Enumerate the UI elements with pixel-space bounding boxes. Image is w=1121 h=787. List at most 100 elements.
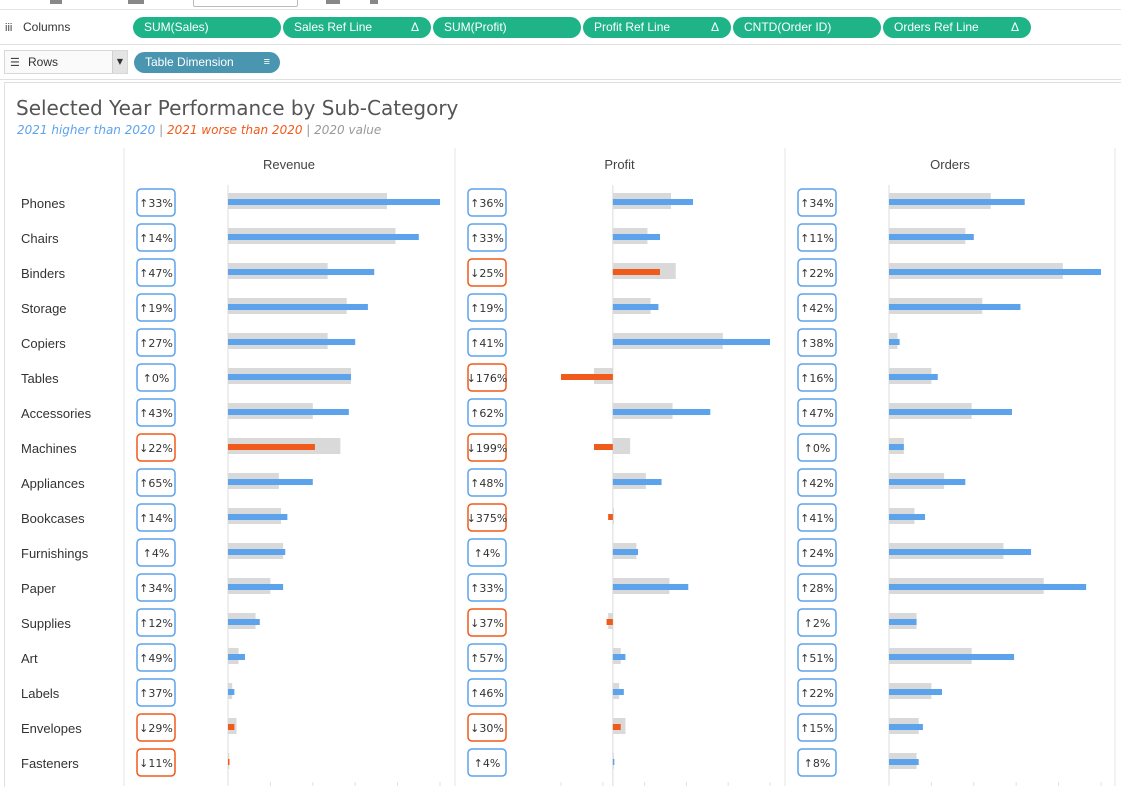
change-badge bbox=[467, 258, 507, 287]
rows-shelf-box[interactable]: ☰ Rows ▼ bbox=[4, 50, 128, 74]
change-badge bbox=[136, 328, 176, 357]
row-label: Accessories bbox=[21, 406, 92, 421]
subtitle-prior: 2020 value bbox=[314, 123, 382, 137]
change-label: ↑4% bbox=[474, 757, 501, 770]
change-label: ↑28% bbox=[800, 582, 834, 595]
sort-icon[interactable]: ≡ bbox=[263, 56, 270, 68]
change-label: ↓11% bbox=[139, 757, 173, 770]
change-label: ↑4% bbox=[143, 547, 170, 560]
subtitle-sep-1: | bbox=[155, 123, 167, 137]
pill-orders-ref-line[interactable]: Orders Ref Line Δ bbox=[883, 17, 1031, 38]
change-label: ↑22% bbox=[800, 687, 834, 700]
change-label: ↑33% bbox=[470, 232, 504, 245]
change-label: ↓37% bbox=[470, 617, 504, 630]
change-badge bbox=[797, 468, 837, 497]
change-label: ↑48% bbox=[470, 477, 504, 490]
change-badge bbox=[467, 433, 507, 462]
pill-table-dimension[interactable]: Table Dimension ≡ bbox=[134, 52, 280, 73]
current-bar bbox=[228, 374, 351, 380]
toolbar-icon-b[interactable] bbox=[128, 0, 144, 4]
change-label: ↑42% bbox=[800, 302, 834, 315]
row-label: Phones bbox=[21, 196, 66, 211]
change-badge bbox=[797, 293, 837, 322]
chevron-down-icon[interactable]: ▼ bbox=[112, 51, 127, 73]
current-bar bbox=[889, 549, 1032, 555]
subtitle-higher: 2021 higher than 2020 bbox=[17, 123, 156, 137]
pill-profit-ref-line[interactable]: Profit Ref Line Δ bbox=[583, 17, 731, 38]
panel-header: Orders bbox=[930, 157, 970, 172]
row-label: Binders bbox=[21, 266, 66, 281]
current-bar bbox=[889, 619, 917, 625]
rows-shelf-label: ☰ Rows bbox=[10, 51, 58, 73]
change-badge bbox=[467, 748, 507, 777]
columns-shelf-label: iii Columns bbox=[5, 16, 70, 38]
pill-sum-profit[interactable]: SUM(Profit) bbox=[433, 17, 581, 38]
toolbar-dropdown[interactable] bbox=[193, 0, 298, 7]
current-bar bbox=[228, 339, 356, 345]
change-label: ↓22% bbox=[139, 442, 173, 455]
current-bar bbox=[228, 724, 235, 730]
current-bar bbox=[612, 304, 659, 310]
row-label: Art bbox=[21, 651, 38, 666]
change-label: ↓176% bbox=[467, 372, 508, 385]
change-label: ↑2% bbox=[804, 617, 831, 630]
current-bar bbox=[889, 374, 938, 380]
current-bar bbox=[612, 339, 770, 345]
change-label: ↑65% bbox=[139, 477, 173, 490]
change-badge bbox=[467, 468, 507, 497]
pill-sum-sales[interactable]: SUM(Sales) bbox=[133, 17, 281, 38]
change-badge bbox=[136, 678, 176, 707]
current-bar bbox=[612, 409, 711, 415]
panel-header: Profit bbox=[604, 157, 635, 172]
current-bar bbox=[561, 374, 613, 380]
change-label: ↑37% bbox=[139, 687, 173, 700]
change-label: ↓30% bbox=[470, 722, 504, 735]
current-bar bbox=[889, 584, 1087, 590]
row-label: Chairs bbox=[21, 231, 59, 246]
change-badge bbox=[467, 398, 507, 427]
change-label: ↑8% bbox=[804, 757, 831, 770]
current-bar bbox=[612, 269, 660, 275]
current-bar bbox=[228, 654, 245, 660]
row-label: Bookcases bbox=[21, 511, 85, 526]
change-badge bbox=[467, 188, 507, 217]
current-bar bbox=[889, 759, 919, 765]
change-label: ↓199% bbox=[467, 442, 508, 455]
row-label: Appliances bbox=[21, 476, 85, 491]
change-badge bbox=[797, 713, 837, 742]
row-label: Furnishings bbox=[21, 546, 89, 561]
pill-cntd-order-id[interactable]: CNTD(Order ID) bbox=[733, 17, 881, 38]
change-label: ↑57% bbox=[470, 652, 504, 665]
change-label: ↑15% bbox=[800, 722, 834, 735]
change-label: ↑41% bbox=[800, 512, 834, 525]
row-label: Machines bbox=[21, 441, 77, 456]
change-label: ↑14% bbox=[139, 232, 173, 245]
change-label: ↑46% bbox=[470, 687, 504, 700]
current-bar bbox=[228, 619, 260, 625]
change-label: ↑33% bbox=[470, 582, 504, 595]
change-badge bbox=[136, 398, 176, 427]
change-badge bbox=[136, 608, 176, 637]
change-badge bbox=[136, 573, 176, 602]
current-bar bbox=[228, 549, 286, 555]
change-badge bbox=[136, 363, 176, 392]
delta-icon: Δ bbox=[410, 20, 419, 34]
change-badge bbox=[797, 538, 837, 567]
rows-icon: ☰ bbox=[10, 57, 20, 69]
change-badge bbox=[797, 678, 837, 707]
change-badge bbox=[467, 713, 507, 742]
current-bar bbox=[228, 304, 368, 310]
change-label: ↑19% bbox=[470, 302, 504, 315]
pill-sales-ref-line[interactable]: Sales Ref Line Δ bbox=[283, 17, 431, 38]
current-bar bbox=[889, 514, 926, 520]
change-label: ↑14% bbox=[139, 512, 173, 525]
change-label: ↑16% bbox=[800, 372, 834, 385]
toolbar-icon-c[interactable] bbox=[326, 0, 340, 4]
change-label: ↑12% bbox=[139, 617, 173, 630]
current-bar bbox=[228, 759, 230, 765]
toolbar-icon-d[interactable] bbox=[370, 0, 378, 4]
current-bar bbox=[889, 444, 904, 450]
row-label: Storage bbox=[21, 301, 67, 316]
toolbar-icon-a[interactable] bbox=[50, 0, 62, 4]
current-bar bbox=[889, 724, 923, 730]
